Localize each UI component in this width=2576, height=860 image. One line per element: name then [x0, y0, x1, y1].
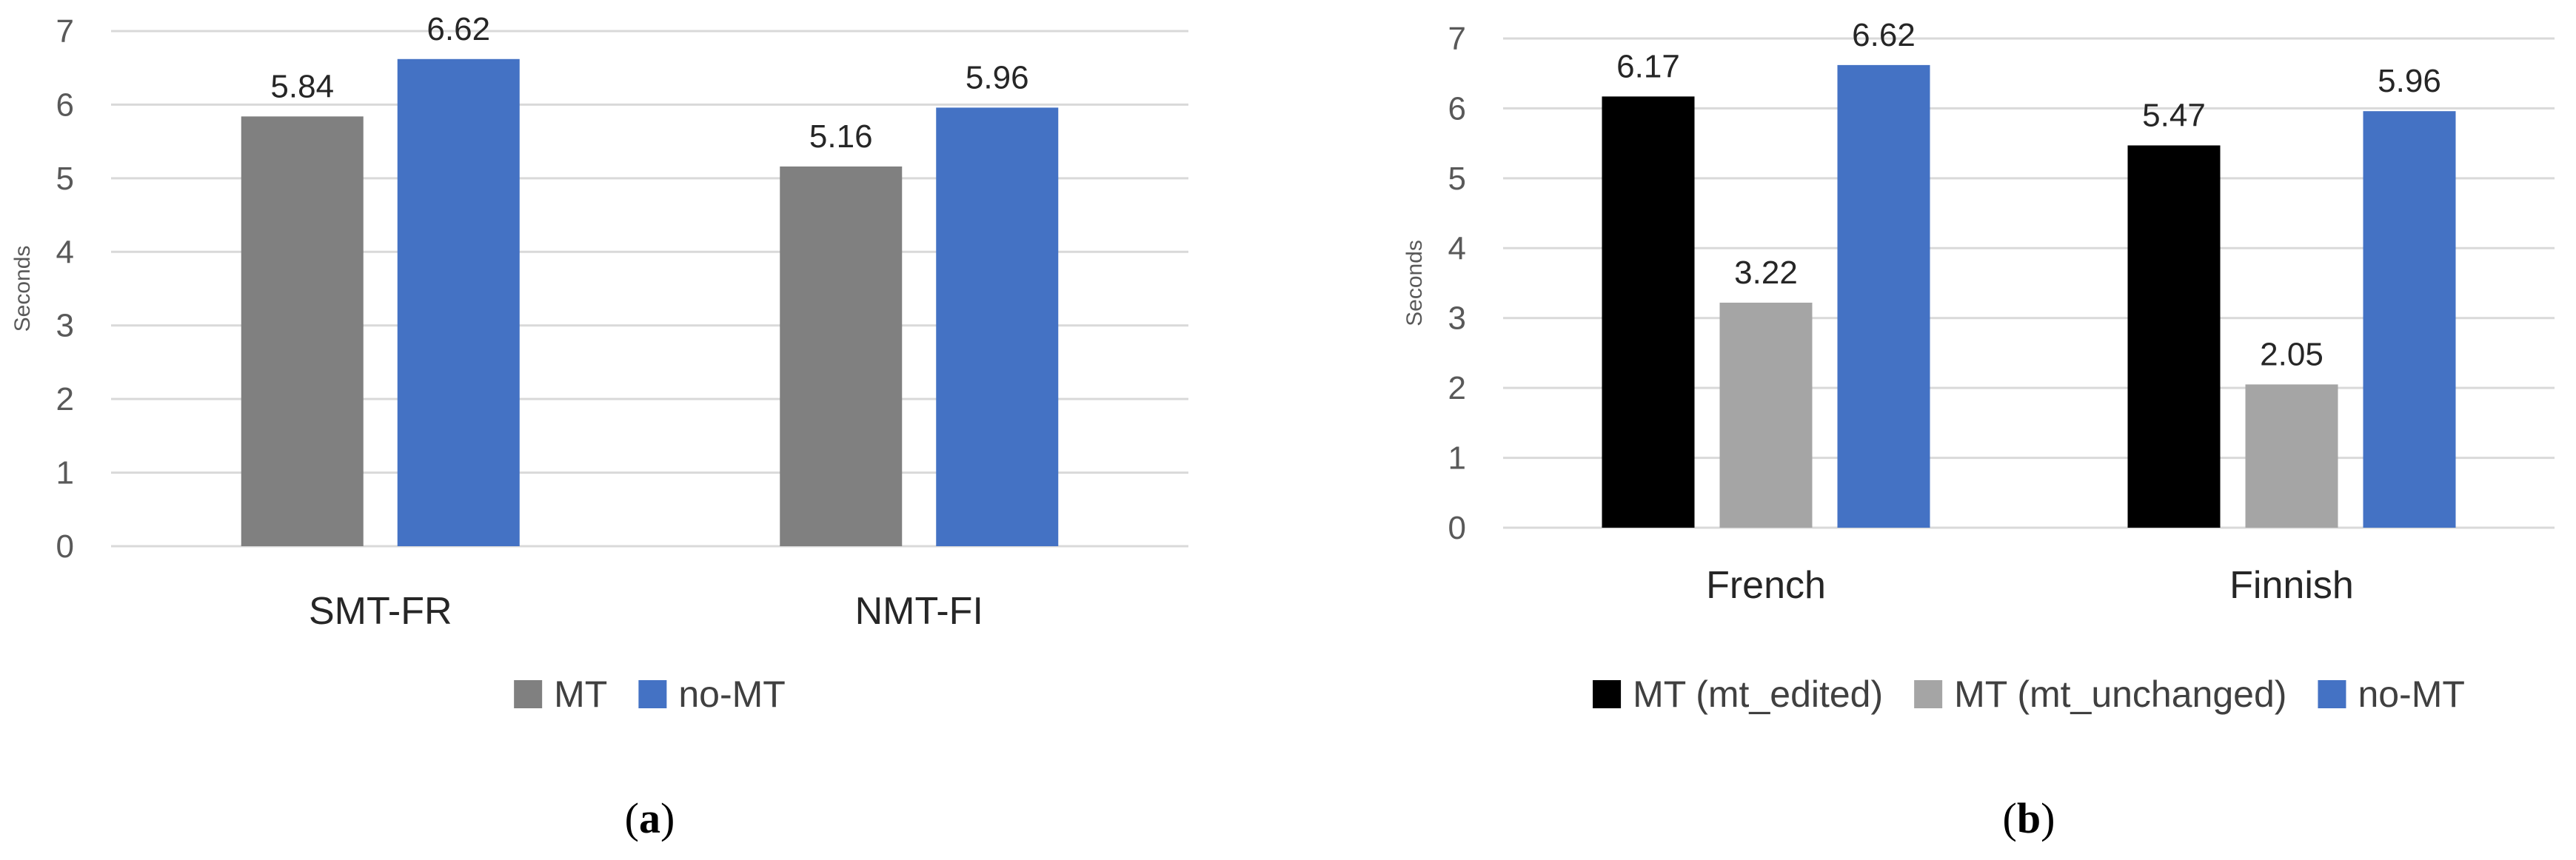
bar [780, 166, 903, 546]
panel-label: (a) [625, 794, 675, 842]
bar [397, 58, 520, 547]
data-label: 3.22 [1734, 255, 1798, 291]
data-label: 2.05 [2260, 336, 2324, 372]
y-tick-label: 5 [56, 161, 74, 197]
bar [1602, 96, 1695, 528]
legend: MT (mt_edited) MT (mt_unchanged) no-MT [1593, 673, 2465, 715]
legend-label: no-MT [2358, 673, 2464, 715]
y-tick-label: 3 [1448, 300, 1466, 337]
y-tick-label: 2 [56, 381, 74, 417]
y-tick-label: 3 [56, 308, 74, 344]
chart-b: 0 1 2 3 4 5 6 7 Seconds 6.17 3.22 6.62 French 5.47 2.0… [1402, 17, 2555, 842]
data-label: 5.96 [966, 59, 1029, 95]
y-axis-title: Seconds [1402, 240, 1427, 326]
y-tick-label: 7 [56, 13, 74, 50]
legend-swatch [1914, 680, 1943, 708]
data-label: 5.96 [2378, 63, 2441, 99]
panel-label: (b) [2003, 794, 2055, 842]
x-category-label: French [1706, 564, 1826, 607]
y-axis-title: Seconds [10, 246, 35, 332]
legend-swatch [2318, 680, 2346, 708]
legend: MT no-MT [514, 673, 786, 715]
data-label: 5.16 [809, 118, 873, 155]
y-tick-label: 0 [56, 528, 74, 565]
chart-a: 0 1 2 3 4 5 6 7 Seconds 5.84 6.62 SMT-FR 5.16 5.96 NMT… [10, 11, 1188, 842]
legend-label: no-MT [678, 673, 785, 715]
data-label: 6.62 [426, 11, 490, 47]
bar [2127, 145, 2221, 528]
y-tick-label: 4 [1448, 230, 1466, 266]
y-tick-label: 1 [56, 455, 74, 491]
data-label: 5.47 [2142, 97, 2206, 133]
y-tick-label: 6 [56, 87, 74, 123]
y-tick-label: 6 [1448, 90, 1466, 127]
x-category-label: SMT-FR [309, 590, 452, 633]
y-tick-label: 2 [1448, 370, 1466, 406]
x-category-label: NMT-FI [855, 590, 983, 633]
legend-swatch [1593, 680, 1622, 708]
data-label: 5.84 [270, 68, 334, 104]
y-tick-label: 1 [1448, 440, 1466, 477]
y-tick-label: 7 [1448, 21, 1466, 57]
legend-label: MT (mt_edited) [1633, 673, 1883, 715]
bar [2363, 111, 2456, 528]
bar [1837, 64, 1930, 528]
bar [1719, 302, 1813, 528]
y-tick-label: 5 [1448, 161, 1466, 197]
x-category-label: Finnish [2229, 564, 2354, 607]
bar [936, 107, 1059, 547]
legend-label: MT [554, 673, 607, 715]
legend-swatch [638, 680, 667, 708]
legend-swatch [514, 680, 543, 708]
data-label: 6.62 [1852, 17, 1916, 53]
y-tick-label: 4 [56, 234, 74, 270]
bar [2245, 384, 2338, 528]
legend-label: MT (mt_unchanged) [1954, 673, 2286, 715]
bar [241, 116, 364, 546]
y-tick-label: 0 [1448, 510, 1466, 546]
data-label: 6.17 [1616, 48, 1680, 84]
